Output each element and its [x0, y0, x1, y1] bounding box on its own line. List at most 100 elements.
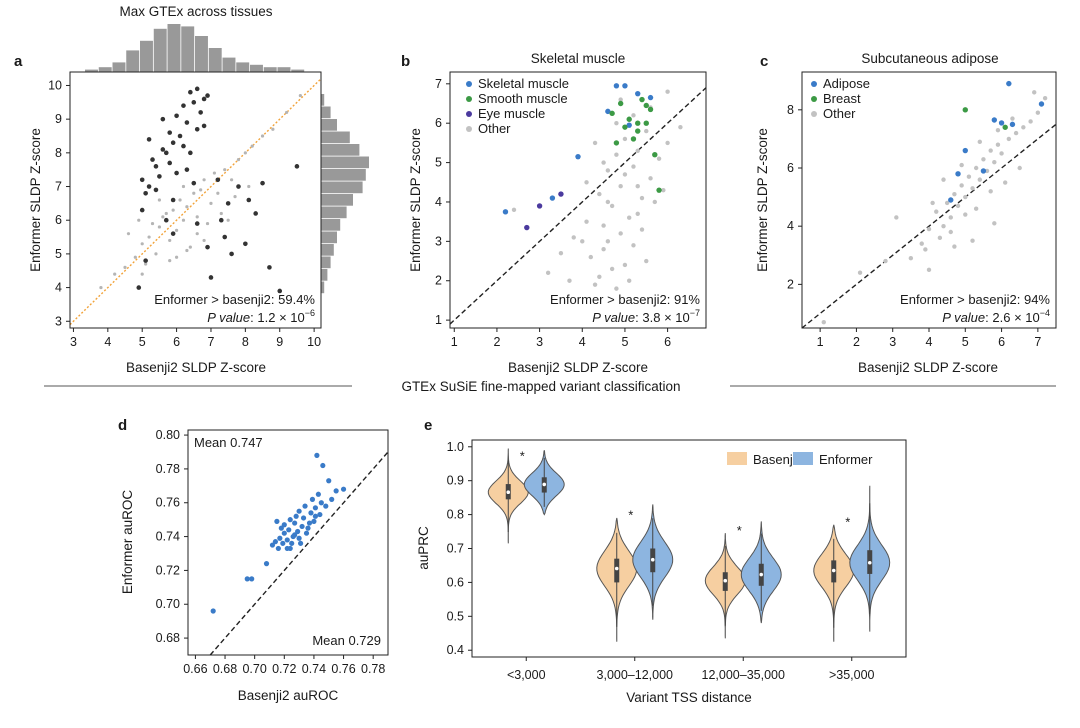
panel-d-point [329, 496, 335, 502]
panel-d-point [323, 503, 329, 509]
panel-c-point-other [1032, 90, 1037, 95]
panel-c-diagonal-line [801, 123, 1057, 329]
panel-c-point-other [959, 162, 964, 168]
panel-b-frame [449, 71, 707, 329]
panel-c-point-other [941, 177, 946, 182]
panel-a-point-other [99, 285, 103, 290]
panel-d-point [300, 515, 307, 521]
panel-a-point-other [212, 171, 217, 175]
panel-c-point-other [977, 139, 982, 145]
x-tick-label: 5 [621, 335, 628, 349]
panel-a-right-hist-bar [321, 94, 325, 106]
panel-c-point-other [963, 212, 968, 217]
panel-a-ylabel: Enformer SLDP Z-score [28, 128, 43, 272]
panel-a-point-significant [222, 234, 228, 240]
panel-c-point-adipose [1038, 101, 1045, 107]
panel-b-point-skeletal-muscle [626, 122, 632, 128]
y-tick-label: 5 [435, 156, 442, 170]
panel-b-point-other [631, 113, 636, 118]
panel-a-point-significant [208, 275, 214, 280]
panel-b-point-other [627, 278, 632, 283]
panel-a-pvalue: P value: 1.2 × 10−6 [207, 308, 315, 325]
panel-c-label: c [760, 53, 768, 70]
panel-a-point-significant [177, 133, 183, 139]
x-tick-label: 10 [307, 335, 321, 349]
x-tick-label: 0.74 [302, 662, 326, 676]
panel-a-point-other [285, 110, 289, 115]
panel-c-point-other [883, 258, 888, 264]
panel-a-point-other [205, 221, 210, 226]
panel-d-ylabel: Enformer auROC [120, 490, 135, 595]
panel-b-point-other [622, 172, 628, 177]
panel-e-median [650, 557, 655, 562]
panel-c-point-other [955, 203, 961, 209]
panel-a-point-other [298, 93, 302, 98]
panel-b-point-other [584, 180, 589, 185]
x-tick-label: 1 [451, 335, 458, 349]
x-tick-label: <3,000 [507, 668, 546, 682]
panel-a-points [99, 86, 302, 294]
panel-b-legend-label: Eye muscle [478, 106, 545, 121]
panel-c-point-other [948, 215, 953, 220]
x-tick-label: 12,000–35,000 [702, 668, 785, 682]
panel-e-median [542, 482, 547, 487]
panel-c-point-other [952, 191, 957, 197]
x-tick-label: 4 [104, 335, 111, 349]
panel-b-point-other [622, 262, 628, 268]
panel-a-point-other [185, 248, 189, 253]
panel-b-point-eye-muscle [524, 224, 530, 231]
panel-e-legend-swatch [727, 452, 747, 465]
panel-a-point-significant [146, 184, 152, 189]
panel-b-point-smooth-muscle [656, 187, 662, 193]
panel-b-point-other [678, 124, 683, 130]
panel-a-top-hist-bar [167, 24, 181, 72]
panel-b-point-skeletal-muscle [575, 153, 581, 160]
panel-d-point [281, 530, 287, 536]
panel-c-pvalue-text: : 2.6 × 10 [985, 310, 1040, 325]
y-tick-label: 3 [55, 314, 62, 328]
panel-c-point-other [1013, 130, 1019, 136]
panel-d-point [340, 486, 347, 492]
y-tick-label: 6 [55, 213, 62, 227]
panel-a-point-significant [215, 177, 221, 183]
panel-a-point-other [202, 178, 206, 182]
panel-a-point-significant [170, 197, 176, 203]
panel-a-point-significant [153, 187, 159, 193]
panel-d-point [272, 539, 279, 545]
x-tick-label: 3 [70, 335, 77, 349]
panel-a-top-hist-bar [195, 36, 208, 72]
panel-a-annotation: Enformer > basenji2: 59.4% [154, 292, 315, 307]
panel-b-point-other [639, 195, 645, 201]
panel-c-point-other [999, 151, 1004, 156]
panel-a-point-other [174, 228, 179, 232]
panel-b-point-other [605, 239, 611, 244]
panel-a-top-hist-bar [98, 67, 112, 72]
panel-b-point-other [545, 270, 551, 276]
panel-d-point [293, 513, 299, 519]
panel-a-point-other [185, 205, 189, 209]
y-tick-label: 0.74 [156, 530, 180, 544]
y-tick-label: 0.78 [156, 462, 180, 476]
panel-a-right-hist-bar [321, 169, 366, 181]
panel-d-diagonal-line [209, 451, 389, 656]
panel-a-top-hist-bar [222, 57, 236, 72]
x-tick-label: 6 [173, 335, 180, 349]
panel-b-point-other [618, 184, 623, 189]
x-tick-label: 3 [536, 335, 543, 349]
y-tick-label: 0.8 [447, 508, 464, 522]
panel-b-point-skeletal-muscle [635, 90, 641, 97]
panel-d-point [296, 508, 302, 514]
x-tick-label: 4 [926, 335, 933, 349]
panel-a-point-other [181, 218, 186, 222]
panel-b-point-skeletal-muscle [605, 108, 611, 115]
panel-e-y-ticks: 0.4 0.5 0.6 0.7 0.8 0.9 1.0 [447, 440, 472, 657]
panel-b-point-other [618, 97, 623, 102]
panel-a-right-hist-bar [321, 244, 334, 256]
panel-b-point-smooth-muscle [635, 128, 641, 134]
panel-a-frame [69, 71, 322, 329]
panel-a-top-hist-bar [291, 69, 305, 72]
panel-a-point-other [192, 191, 196, 195]
panel-b-point-other [601, 223, 606, 228]
